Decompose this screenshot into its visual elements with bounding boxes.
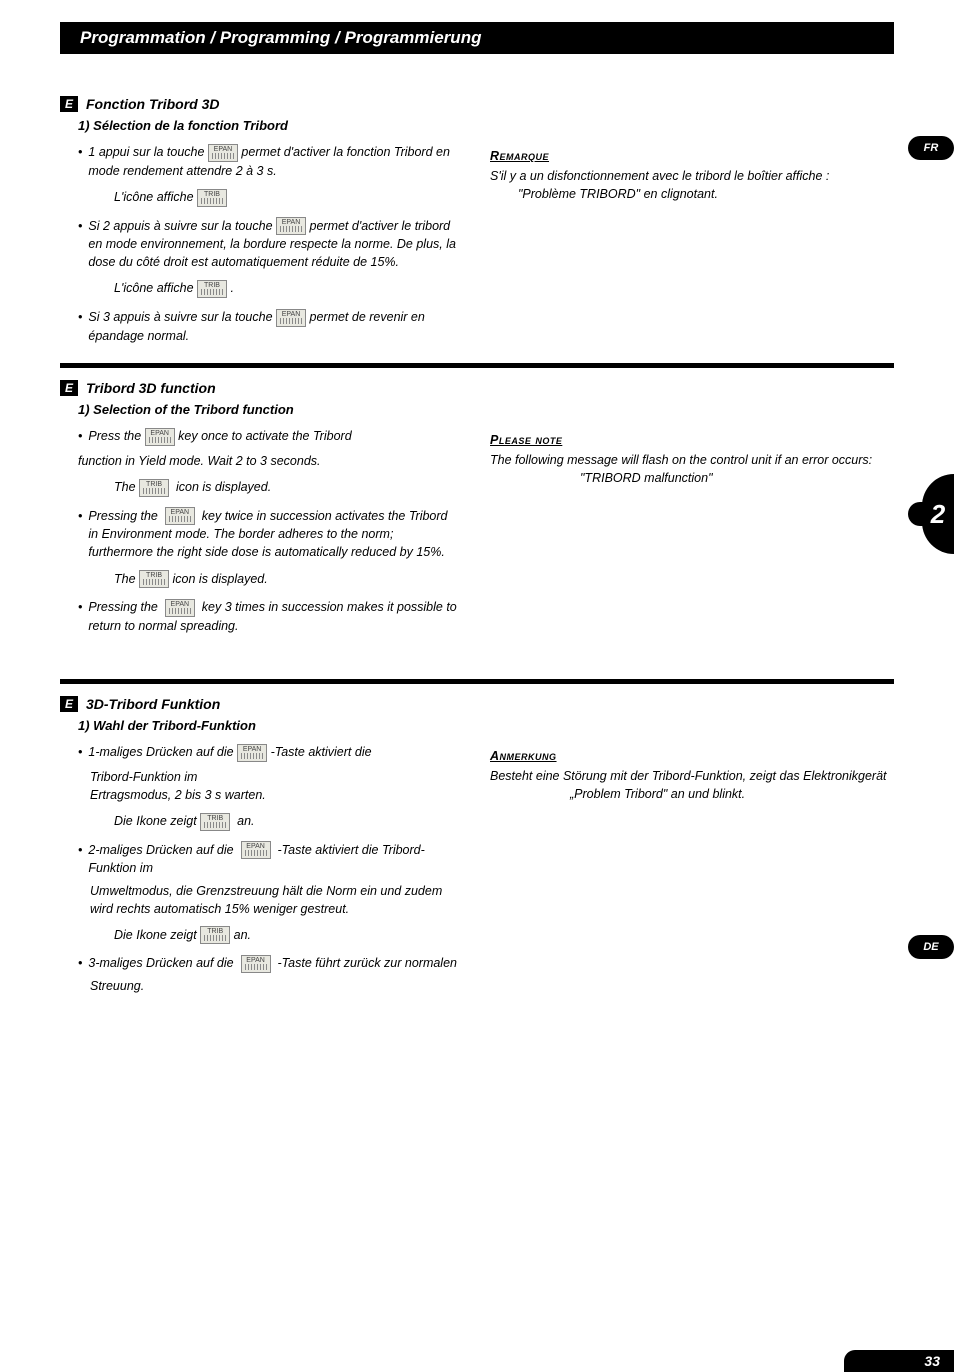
note-head-de: Anmerkung bbox=[490, 747, 894, 765]
de-p2a: 2-maliges Drücken auf die bbox=[88, 843, 233, 857]
de-icon1a: Die Ikone zeigt bbox=[114, 814, 197, 828]
fr-icon2a: L'icône affiche bbox=[114, 281, 194, 295]
gb-p2a: Pressing the bbox=[88, 509, 157, 523]
de-icon2b: an. bbox=[234, 928, 251, 942]
section-title-fr: Fonction Tribord 3D bbox=[86, 96, 220, 112]
gb-p1c: function in Yield mode. Wait 2 to 3 seco… bbox=[78, 452, 460, 470]
page-number: 33 bbox=[844, 1350, 954, 1372]
de-p1a: 1-maliges Drücken auf die bbox=[88, 745, 233, 759]
tab-de: DE bbox=[908, 935, 954, 959]
de-icon2a: Die Ikone zeigt bbox=[114, 928, 197, 942]
subtitle-fr: 1) Sélection de la fonction Tribord bbox=[78, 118, 894, 133]
trib-icon bbox=[139, 479, 169, 497]
epan-icon bbox=[241, 841, 271, 859]
gb-note1: The following message will flash on the … bbox=[490, 451, 894, 469]
section-title-de: 3D-Tribord Funktion bbox=[86, 696, 220, 712]
subtitle-de: 1) Wahl der Tribord-Funktion bbox=[78, 718, 894, 733]
section-gb: E Tribord 3D function 1) Selection of th… bbox=[60, 368, 894, 639]
note-head-fr: Remarque bbox=[490, 147, 894, 165]
fr-note1: S'il y a un disfonctionnement avec le tr… bbox=[490, 167, 894, 185]
de-p1b: -Taste aktiviert die bbox=[271, 745, 372, 759]
de-p1c: Tribord-Funktion im bbox=[90, 768, 460, 786]
gb-icon2a: The bbox=[114, 572, 136, 586]
de-icon1b: an. bbox=[237, 814, 254, 828]
section-letter-gb: E bbox=[60, 380, 78, 396]
trib-icon bbox=[200, 813, 230, 831]
de-note2: „Problem Tribord" an und blinkt. bbox=[570, 785, 894, 803]
subtitle-gb: 1) Selection of the Tribord function bbox=[78, 402, 894, 417]
section-fr: E Fonction Tribord 3D 1) Sélection de la… bbox=[60, 54, 894, 349]
fr-icon1: L'icône affiche bbox=[114, 190, 194, 204]
gb-note2: "TRIBORD malfunction" bbox=[580, 469, 894, 487]
section-letter-fr: E bbox=[60, 96, 78, 112]
note-head-gb: Please note bbox=[490, 431, 894, 449]
trib-icon bbox=[197, 189, 227, 207]
de-p3a: 3-maliges Drücken auf die bbox=[88, 956, 233, 970]
gb-p3a: Pressing the bbox=[88, 600, 157, 614]
de-p3c: Streuung. bbox=[90, 977, 460, 995]
gb-icon2b: icon is displayed. bbox=[173, 572, 268, 586]
epan-icon bbox=[145, 428, 175, 446]
trib-icon bbox=[200, 926, 230, 944]
trib-icon bbox=[139, 570, 169, 588]
fr-note2: "Problème TRIBORD" en clignotant. bbox=[518, 185, 894, 203]
gb-p1a: Press the bbox=[88, 429, 141, 443]
section-title-gb: Tribord 3D function bbox=[86, 380, 216, 396]
de-p2c: Umweltmodus, die Grenzstreuung hält die … bbox=[90, 882, 460, 918]
gb-icon1a: The bbox=[114, 480, 136, 494]
epan-icon bbox=[208, 144, 238, 162]
epan-icon bbox=[237, 744, 267, 762]
tab-chapter: 2 bbox=[922, 474, 954, 554]
fr-p1a: 1 appui sur la touche bbox=[88, 145, 204, 159]
de-p1d: Ertragsmodus, 2 bis 3 s warten. bbox=[90, 786, 460, 804]
de-note1: Besteht eine Störung mit der Tribord-Fun… bbox=[490, 767, 894, 785]
de-p3b: -Taste führt zurück zur normalen bbox=[278, 956, 457, 970]
trib-icon bbox=[197, 280, 227, 298]
section-letter-de: E bbox=[60, 696, 78, 712]
gb-p1b: key once to activate the Tribord bbox=[178, 429, 351, 443]
epan-icon bbox=[165, 599, 195, 617]
epan-icon bbox=[276, 309, 306, 327]
fr-p2a: Si 2 appuis à suivre sur la touche bbox=[88, 219, 272, 233]
tab-fr: FR bbox=[908, 136, 954, 160]
fr-icon2b: . bbox=[231, 281, 234, 295]
epan-icon bbox=[165, 507, 195, 525]
header-bar: Programmation / Programming / Programmie… bbox=[60, 22, 894, 54]
section-de: E 3D-Tribord Funktion 1) Wahl der Tribor… bbox=[60, 684, 894, 995]
epan-icon bbox=[276, 217, 306, 235]
fr-p3a: Si 3 appuis à suivre sur la touche bbox=[88, 310, 272, 324]
gb-icon1b: icon is displayed. bbox=[176, 480, 271, 494]
epan-icon bbox=[241, 955, 271, 973]
